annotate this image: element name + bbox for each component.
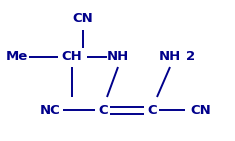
- Text: 2: 2: [186, 50, 196, 63]
- Text: C: C: [147, 103, 157, 116]
- Text: CH: CH: [62, 50, 82, 63]
- Text: CN: CN: [73, 12, 93, 25]
- Text: NH: NH: [107, 50, 129, 63]
- Text: CN: CN: [191, 103, 211, 116]
- Text: C: C: [98, 103, 108, 116]
- Text: NH: NH: [159, 50, 181, 63]
- Text: Me: Me: [6, 50, 28, 63]
- Text: NC: NC: [40, 103, 60, 116]
